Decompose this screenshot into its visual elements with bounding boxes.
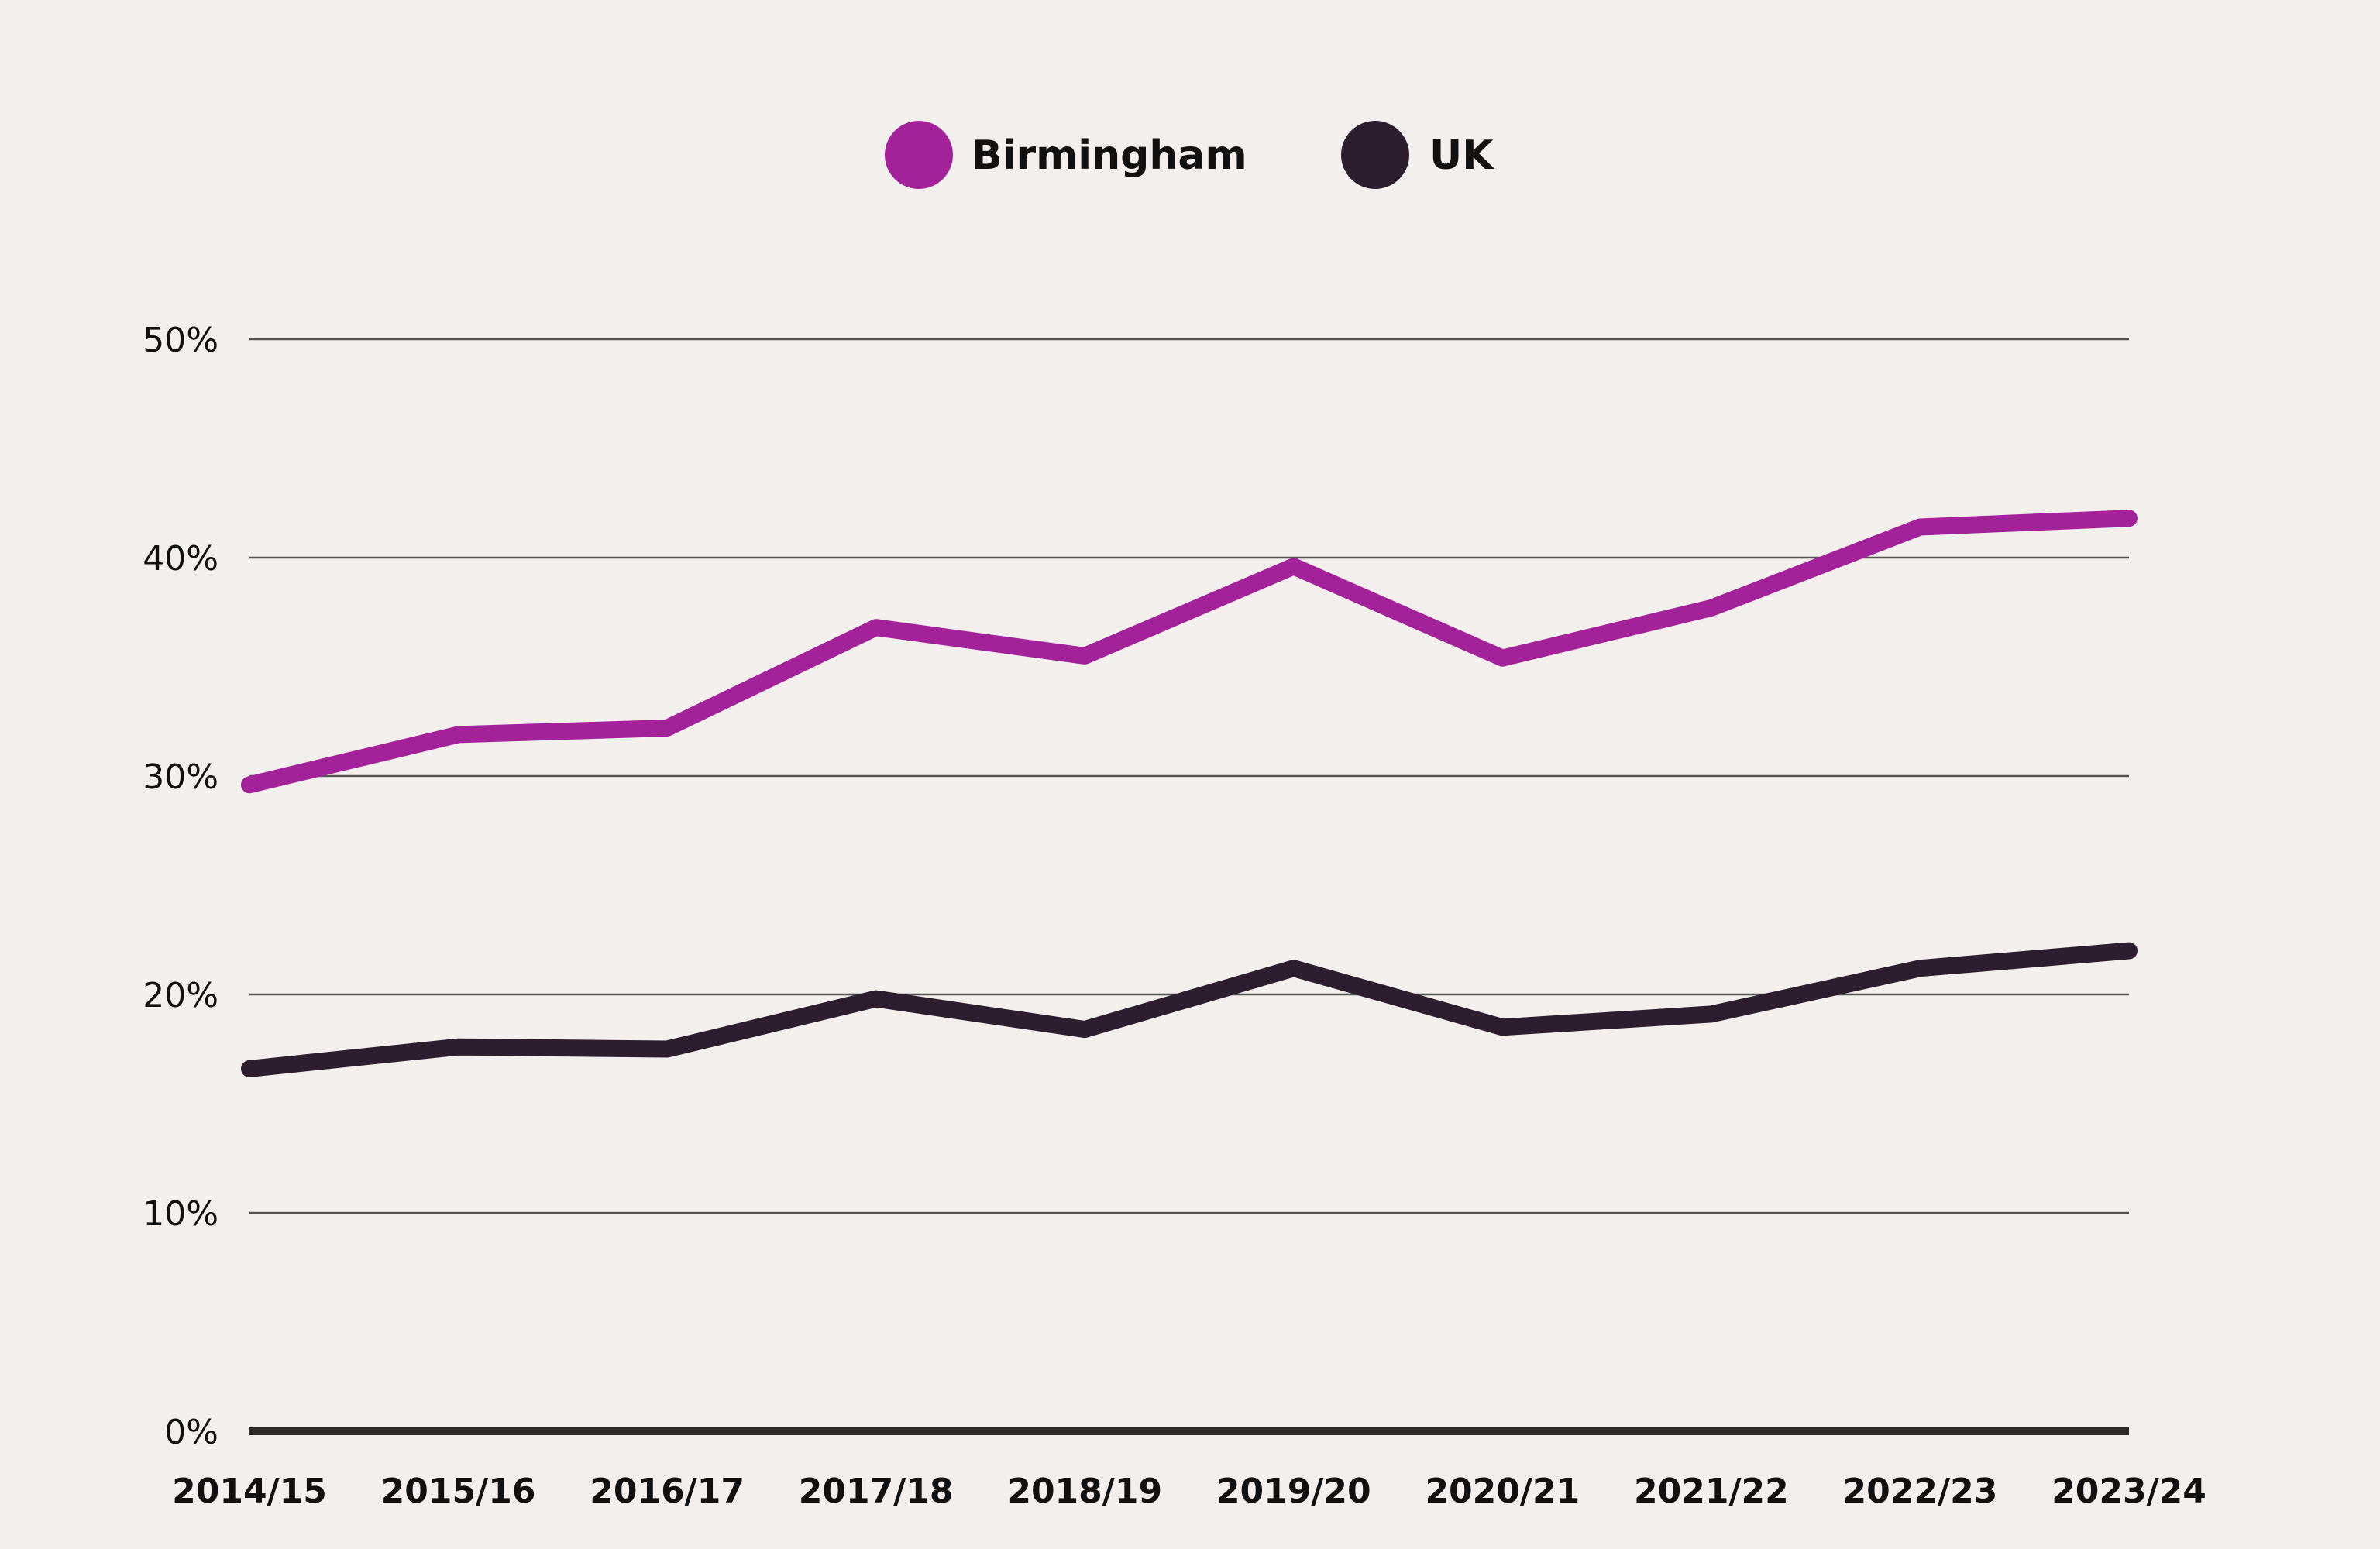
x-tick-label: 2014/15 [172, 1472, 327, 1511]
legend-label: UK [1429, 132, 1494, 179]
x-tick-label: 2015/16 [381, 1472, 536, 1511]
y-tick-label: 40% [143, 539, 218, 579]
legend: Birmingham UK [885, 121, 1494, 189]
legend-label: Birmingham [972, 132, 1247, 179]
series-lines [241, 510, 2138, 1077]
y-axis: 0% 10% 20% 30% 40% 50% [143, 321, 218, 1452]
gridlines [249, 338, 2129, 1435]
y-tick-label: 0% [164, 1413, 218, 1452]
x-tick-label: 2017/18 [799, 1472, 954, 1511]
x-tick-label: 2019/20 [1216, 1472, 1371, 1511]
series-line-birmingham [241, 510, 2138, 794]
x-tick-label: 2020/21 [1425, 1472, 1580, 1511]
x-tick-label: 2018/19 [1007, 1472, 1162, 1511]
y-tick-label: 10% [143, 1194, 218, 1234]
x-tick-label: 2023/24 [2052, 1472, 2206, 1511]
x-tick-label: 2021/22 [1634, 1472, 1789, 1511]
series-line-uk [241, 942, 2138, 1077]
legend-swatch [885, 121, 953, 189]
x-tick-label: 2022/23 [1843, 1472, 1998, 1511]
y-tick-label: 20% [143, 976, 218, 1015]
y-tick-label: 30% [143, 757, 218, 797]
legend-swatch [1341, 121, 1409, 189]
x-axis: 2014/15 2015/16 2016/17 2017/18 2018/19 2019/… [172, 1472, 2206, 1511]
y-tick-label: 50% [143, 321, 218, 360]
x-tick-label: 2016/17 [590, 1472, 745, 1511]
